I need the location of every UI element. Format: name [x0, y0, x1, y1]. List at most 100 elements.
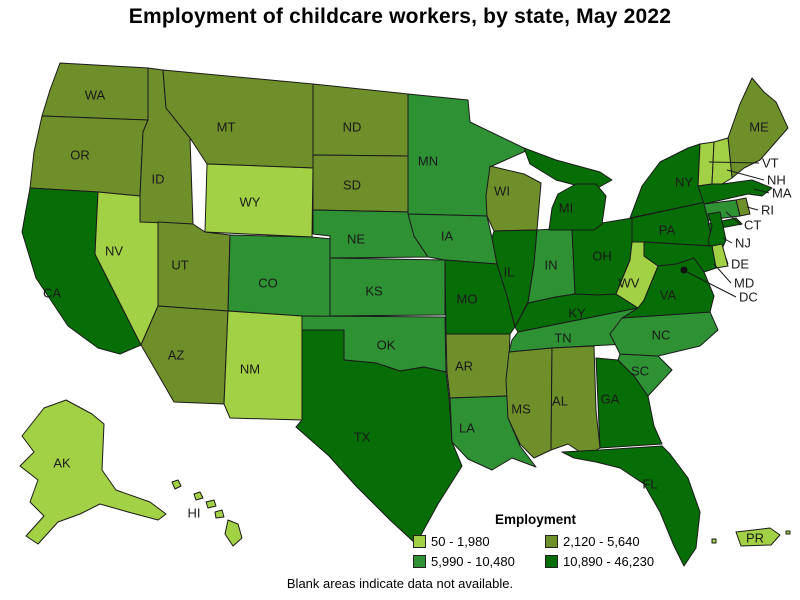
state-label-va: VA: [660, 287, 677, 302]
state-label-ar: AR: [455, 358, 473, 373]
state-label-hi: HI: [188, 505, 201, 520]
leader-line-vt: [708, 161, 760, 164]
state-hi: [171, 479, 182, 490]
legend-item-2: 5,990 - 10,480: [413, 554, 545, 569]
state-hi: [205, 499, 217, 509]
legend-item-0: 50 - 1,980: [413, 534, 545, 549]
state-label-wv: WV: [619, 275, 640, 290]
legend-label-1: 2,120 - 5,640: [563, 534, 640, 549]
state-label-pr: PR: [746, 530, 764, 545]
state-pr: [711, 538, 717, 544]
state-hi: [224, 519, 243, 547]
state-label-ak: AK: [53, 455, 71, 470]
state-label-fl: FL: [642, 476, 657, 491]
leader-line-md: [713, 263, 732, 284]
legend: Employment 50 - 1,980 2,120 - 5,640 5,990 …: [403, 512, 703, 569]
legend-swatch-2: [413, 555, 426, 568]
state-label-al: AL: [552, 393, 568, 408]
state-label-ms: MS: [511, 401, 531, 416]
state-label-md: MD: [734, 275, 754, 290]
state-label-de: DE: [731, 256, 749, 271]
state-label-wy: WY: [240, 194, 261, 209]
state-label-wa: WA: [85, 87, 106, 102]
state-label-ca: CA: [43, 285, 61, 300]
state-az: [140, 305, 229, 405]
state-wi: [485, 165, 542, 232]
state-label-wi: WI: [494, 183, 510, 198]
leader-line-de: [725, 257, 729, 265]
state-label-tx: TX: [354, 429, 371, 444]
state-nm: [223, 310, 303, 421]
state-nc: [609, 311, 719, 357]
state-hi: [214, 509, 225, 519]
state-mi: [548, 183, 607, 231]
state-label-dc: DC: [739, 289, 758, 304]
state-label-ma: MA: [772, 185, 792, 200]
state-fl: [561, 445, 701, 567]
state-label-nm: NM: [240, 361, 260, 376]
state-label-pa: PA: [659, 222, 676, 237]
legend-label-0: 50 - 1,980: [431, 534, 490, 549]
leader-line-ri: [746, 206, 759, 211]
state-label-mn: MN: [418, 153, 438, 168]
legend-swatch-1: [545, 535, 558, 548]
state-label-ri: RI: [761, 202, 774, 217]
state-label-vt: VT: [762, 155, 779, 170]
leader-line-nh: [726, 169, 765, 181]
leader-line-nj: [722, 237, 733, 244]
leader-line-ct: [725, 211, 742, 226]
state-co: [227, 234, 333, 319]
state-label-me: ME: [749, 119, 769, 134]
legend-label-3: 10,890 - 46,230: [563, 554, 655, 569]
state-label-nd: ND: [343, 119, 362, 134]
legend-swatch-0: [413, 535, 426, 548]
leader-line-dc: [686, 271, 737, 298]
state-label-oh: OH: [592, 248, 612, 263]
state-label-id: ID: [152, 171, 165, 186]
state-label-mt: MT: [217, 119, 236, 134]
state-label-mi: MI: [559, 200, 573, 215]
dc-marker-dot: [680, 266, 688, 274]
state-md: [643, 241, 717, 273]
state-label-il: IL: [504, 264, 515, 279]
leader-line-ma: [753, 188, 770, 194]
state-tx: [295, 329, 463, 545]
state-label-sc: SC: [631, 363, 649, 378]
state-label-nv: NV: [105, 243, 123, 258]
legend-label-2: 5,990 - 10,480: [431, 554, 515, 569]
legend-grid: 50 - 1,980 2,120 - 5,640 5,990 - 10,480 10,…: [413, 534, 703, 569]
state-nh: [711, 137, 733, 185]
state-label-or: OR: [70, 147, 90, 162]
state-label-sd: SD: [343, 177, 361, 192]
legend-swatch-3: [545, 555, 558, 568]
state-label-ky: KY: [568, 305, 586, 320]
state-label-nj: NJ: [735, 235, 751, 250]
state-label-tn: TN: [554, 330, 571, 345]
state-label-ok: OK: [377, 337, 396, 352]
state-vt: [697, 141, 715, 187]
state-label-co: CO: [258, 275, 278, 290]
state-mi: [523, 147, 613, 191]
state-ut: [157, 221, 231, 312]
state-label-ny: NY: [675, 174, 693, 189]
state-ma: [697, 179, 773, 205]
state-label-nh: NH: [767, 172, 786, 187]
state-label-ks: KS: [365, 283, 383, 298]
legend-item-1: 2,120 - 5,640: [545, 534, 705, 549]
state-label-ne: NE: [347, 231, 365, 246]
state-label-la: LA: [459, 420, 475, 435]
state-hi: [193, 491, 204, 501]
state-label-ia: IA: [441, 228, 454, 243]
state-label-ct: CT: [744, 217, 761, 232]
state-label-ut: UT: [171, 257, 188, 272]
state-label-mo: MO: [457, 291, 478, 306]
state-pr: [785, 530, 791, 535]
state-label-ga: GA: [601, 391, 620, 406]
legend-item-3: 10,890 - 46,230: [545, 554, 705, 569]
legend-title: Employment: [495, 512, 577, 527]
state-pr: [735, 527, 781, 547]
state-ks: [329, 257, 446, 317]
state-label-az: AZ: [168, 347, 185, 362]
